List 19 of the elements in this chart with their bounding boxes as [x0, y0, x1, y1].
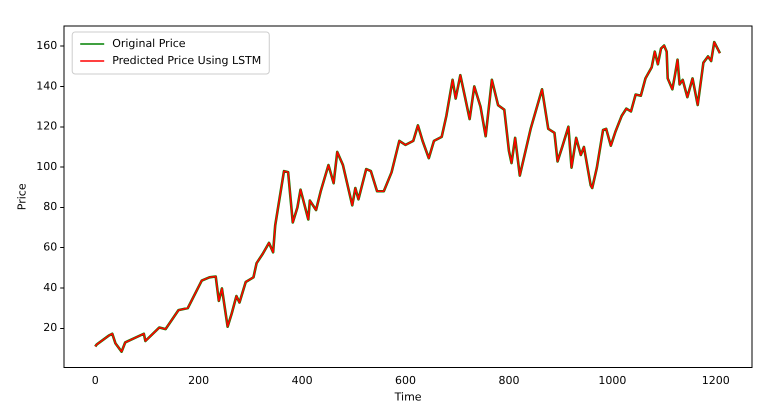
x-tick-label: 0 — [92, 374, 99, 388]
x-tick-label: 800 — [498, 374, 520, 388]
y-tick-label: 60 — [43, 240, 58, 254]
x-axis-title: Time — [394, 390, 422, 404]
x-tick-label: 600 — [395, 374, 416, 388]
x-tick-label: 400 — [292, 374, 313, 388]
y-tick-label: 80 — [43, 200, 58, 214]
y-axis-title: Price — [15, 183, 28, 210]
y-tick-label: 20 — [43, 321, 58, 334]
x-tick-label: 1000 — [598, 374, 626, 388]
x-tick-label: 1200 — [702, 374, 730, 388]
legend-label: Original Price — [112, 36, 186, 50]
y-tick-label: 140 — [36, 79, 58, 92]
x-tick-label: 200 — [188, 374, 210, 388]
y-tick-label: 40 — [43, 280, 58, 294]
y-tick-label: 100 — [36, 160, 58, 173]
y-tick-label: 160 — [36, 39, 58, 52]
y-tick-label: 120 — [36, 120, 58, 133]
legend-label: Predicted Price Using LSTM — [112, 54, 262, 67]
